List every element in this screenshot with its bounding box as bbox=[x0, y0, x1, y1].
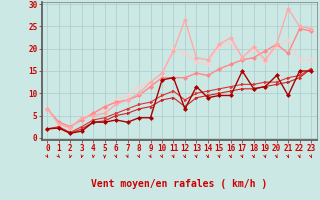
Text: Vent moyen/en rafales ( km/h ): Vent moyen/en rafales ( km/h ) bbox=[91, 179, 267, 189]
